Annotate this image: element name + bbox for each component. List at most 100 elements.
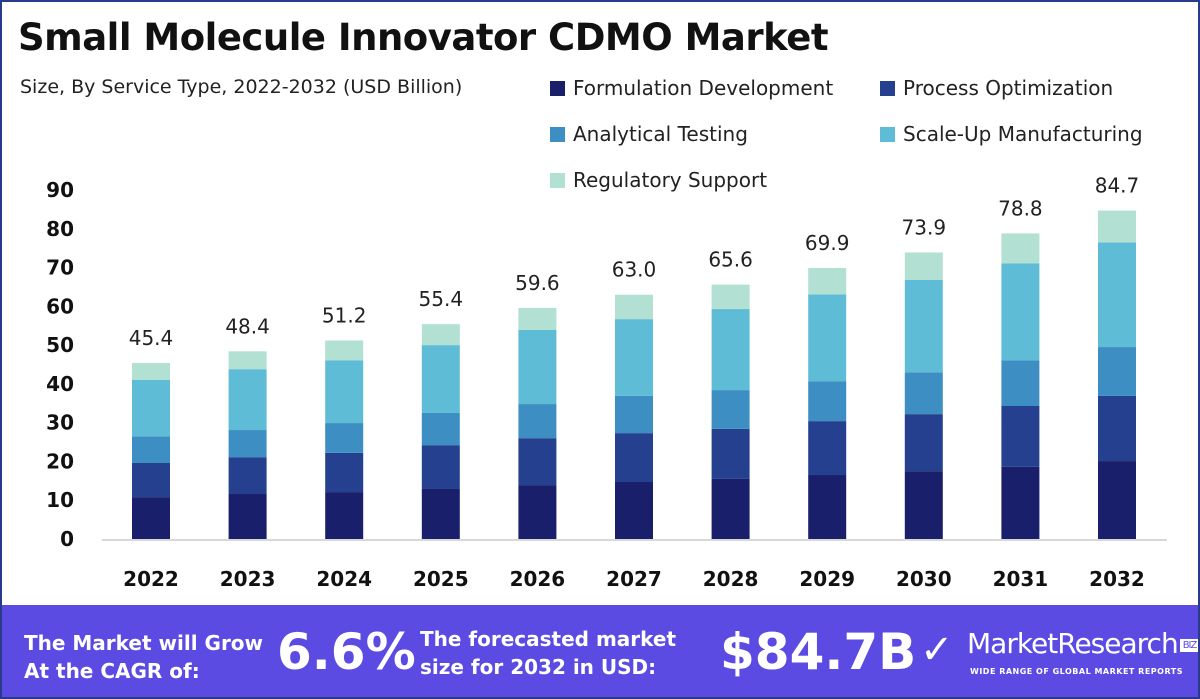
bar-segment-analytical-testing	[808, 381, 847, 422]
bar-segment-regulatory-support	[711, 284, 750, 310]
bar-segment-formulation-development	[1001, 466, 1040, 539]
bar-segment-regulatory-support	[228, 351, 267, 370]
bar-segment-process-optimization	[421, 445, 460, 489]
legend-swatch	[550, 80, 565, 96]
bar-segment-regulatory-support	[132, 362, 170, 381]
x-tick-label: 2023	[220, 567, 276, 591]
forecast-label-line2: size for 2032 in USD:	[420, 655, 657, 679]
bar-segment-regulatory-support	[1098, 210, 1136, 243]
legend-item-analytical-testing: Analytical Testing	[550, 122, 748, 146]
cagr-label: The Market will Grow At the CAGR of:	[24, 629, 263, 685]
bar-segment-process-optimization	[615, 433, 653, 482]
y-tick-label: 0	[60, 527, 74, 551]
bar-segment-formulation-development	[228, 494, 267, 539]
data-label-total: 78.8	[998, 196, 1043, 220]
bar-segment-regulatory-support	[1001, 233, 1040, 264]
y-tick-label: 80	[46, 217, 74, 241]
y-tick-label: 20	[46, 449, 74, 473]
legend-label: Scale-Up Manufacturing	[903, 122, 1143, 146]
bar-segment-analytical-testing	[1098, 347, 1136, 396]
bar-segment-formulation-development	[808, 475, 847, 539]
data-label-total: 73.9	[902, 215, 947, 239]
bar-segment-analytical-testing	[421, 412, 460, 446]
bar-segment-scale-up-manufacturing	[904, 279, 943, 373]
y-tick-label: 40	[46, 372, 74, 396]
bar-segment-regulatory-support	[615, 294, 653, 320]
y-tick-label: 90	[46, 178, 74, 202]
x-tick-label: 2032	[1089, 567, 1145, 591]
footer-banner: The Market will Grow At the CAGR of: 6.6%…	[2, 605, 1198, 697]
bar-segment-scale-up-manufacturing	[421, 345, 460, 413]
legend-swatch	[880, 126, 895, 142]
logo-name: MarketResearch	[967, 627, 1179, 660]
x-tick-label: 2022	[123, 567, 179, 591]
x-tick-label: 2028	[703, 567, 759, 591]
bar-segment-process-optimization	[904, 414, 943, 472]
bar-segment-analytical-testing	[1001, 360, 1040, 406]
legend-swatch	[550, 126, 565, 142]
legend-swatch	[550, 172, 565, 188]
bar-segment-formulation-development	[904, 471, 943, 539]
forecast-label-line1: The forecasted market	[420, 627, 677, 651]
bar-segment-process-optimization	[808, 421, 847, 476]
x-tick-label: 2026	[510, 567, 566, 591]
legend-label: Formulation Development	[573, 76, 834, 100]
bar-segment-process-optimization	[1098, 395, 1136, 462]
bar-segment-analytical-testing	[325, 423, 364, 453]
bar-segment-scale-up-manufacturing	[711, 309, 750, 391]
bar-segment-process-optimization	[711, 428, 750, 479]
bar-segment-scale-up-manufacturing	[518, 329, 557, 405]
legend-item-regulatory-support: Regulatory Support	[550, 168, 767, 192]
y-tick-label: 50	[46, 333, 74, 357]
logo-check-icon: ✓	[920, 627, 954, 673]
legend-item-process-optimization: Process Optimization	[880, 76, 1113, 100]
data-label-total: 51.2	[322, 303, 367, 327]
bar-segment-regulatory-support	[518, 307, 557, 330]
x-tick-label: 2031	[993, 567, 1049, 591]
x-tick-label: 2029	[799, 567, 855, 591]
data-label-total: 45.4	[129, 326, 174, 350]
data-label-total: 55.4	[419, 287, 464, 311]
bar-segment-regulatory-support	[421, 324, 460, 346]
bar-segment-analytical-testing	[132, 436, 170, 463]
plot-area: 010203040506070809045.4202248.4202351.22…	[46, 174, 1167, 591]
y-tick-label: 10	[46, 488, 74, 512]
legend-item-scale-up-manufacturing: Scale-Up Manufacturing	[880, 122, 1143, 146]
bar-segment-scale-up-manufacturing	[228, 369, 267, 431]
bar-segment-analytical-testing	[518, 404, 557, 439]
bar-segment-process-optimization	[518, 438, 557, 486]
x-tick-label: 2027	[606, 567, 662, 591]
bar-segment-formulation-development	[421, 488, 460, 539]
bar-segment-scale-up-manufacturing	[1001, 263, 1040, 361]
bar-segment-analytical-testing	[904, 372, 943, 415]
x-tick-label: 2030	[896, 567, 952, 591]
bar-segment-regulatory-support	[808, 267, 847, 295]
bar-segment-process-optimization	[132, 462, 170, 498]
chart-title: Small Molecule Innovator CDMO Market	[18, 16, 829, 59]
forecast-label: The forecasted market size for 2032 in US…	[420, 625, 676, 681]
bar-segment-formulation-development	[132, 497, 170, 539]
data-label-total: 63.0	[612, 258, 657, 282]
cagr-label-line1: The Market will Grow	[24, 631, 264, 655]
bar-segment-analytical-testing	[615, 395, 653, 434]
bar-segment-scale-up-manufacturing	[1098, 242, 1136, 348]
data-label-total: 69.9	[805, 231, 850, 255]
y-tick-label: 70	[46, 256, 74, 280]
legend-item-formulation-development: Formulation Development	[550, 76, 833, 100]
data-label-total: 65.6	[708, 248, 753, 272]
bar-segment-formulation-development	[1098, 461, 1136, 539]
bar-segment-regulatory-support	[325, 340, 364, 361]
bar-segment-scale-up-manufacturing	[615, 319, 653, 396]
legend-label: Analytical Testing	[573, 122, 748, 146]
y-tick-label: 60	[46, 294, 74, 318]
logo-badge: BIZ	[1179, 638, 1198, 652]
bar-segment-process-optimization	[228, 457, 267, 495]
bar-segment-analytical-testing	[711, 390, 750, 429]
bar-segment-formulation-development	[711, 478, 750, 539]
y-tick-label: 30	[46, 411, 74, 435]
bar-segment-regulatory-support	[904, 252, 943, 280]
bar-segment-analytical-testing	[228, 430, 267, 458]
bar-segment-formulation-development	[518, 485, 557, 539]
data-label-total: 59.6	[515, 271, 560, 295]
